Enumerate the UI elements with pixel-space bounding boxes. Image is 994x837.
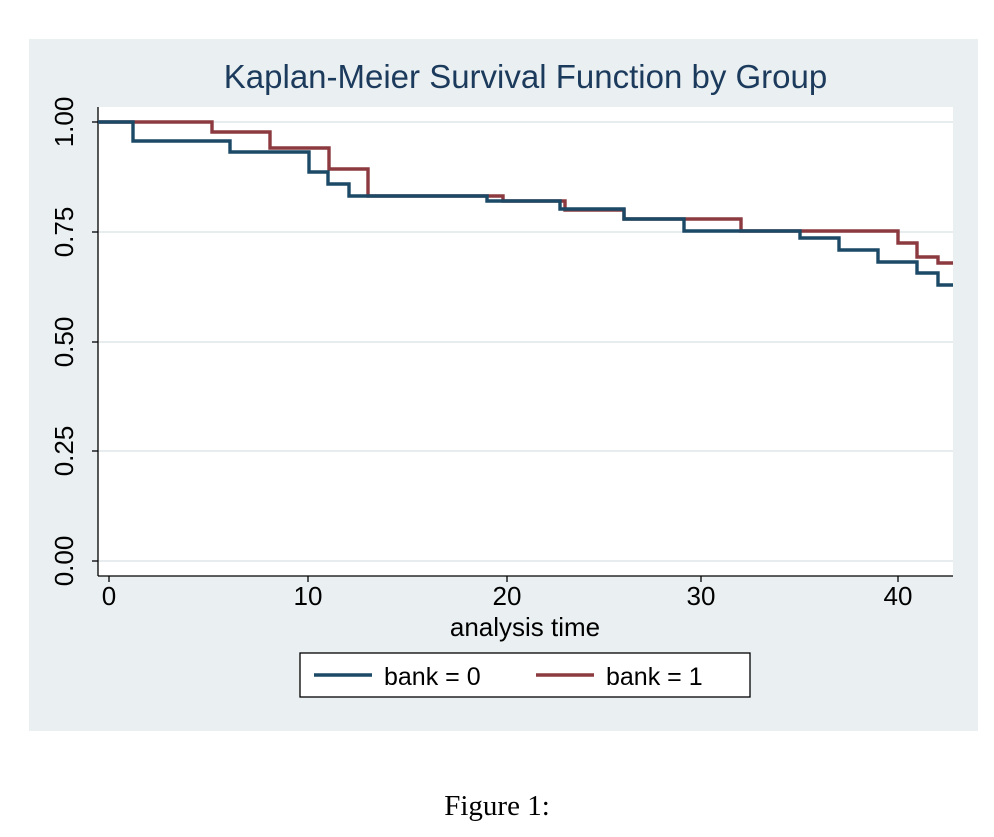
svg-text:20: 20	[493, 581, 522, 611]
svg-text:1.00: 1.00	[49, 97, 79, 148]
svg-text:0.25: 0.25	[49, 426, 79, 477]
svg-text:0.50: 0.50	[49, 317, 79, 368]
svg-text:30: 30	[687, 581, 716, 611]
svg-text:40: 40	[884, 581, 913, 611]
svg-text:0: 0	[102, 581, 116, 611]
svg-text:10: 10	[294, 581, 323, 611]
svg-text:0.75: 0.75	[49, 207, 79, 258]
svg-text:analysis time: analysis time	[450, 612, 600, 642]
svg-text:bank = 0: bank = 0	[384, 663, 481, 691]
svg-text:0.00: 0.00	[49, 536, 79, 587]
svg-text:bank = 1: bank = 1	[606, 663, 703, 691]
